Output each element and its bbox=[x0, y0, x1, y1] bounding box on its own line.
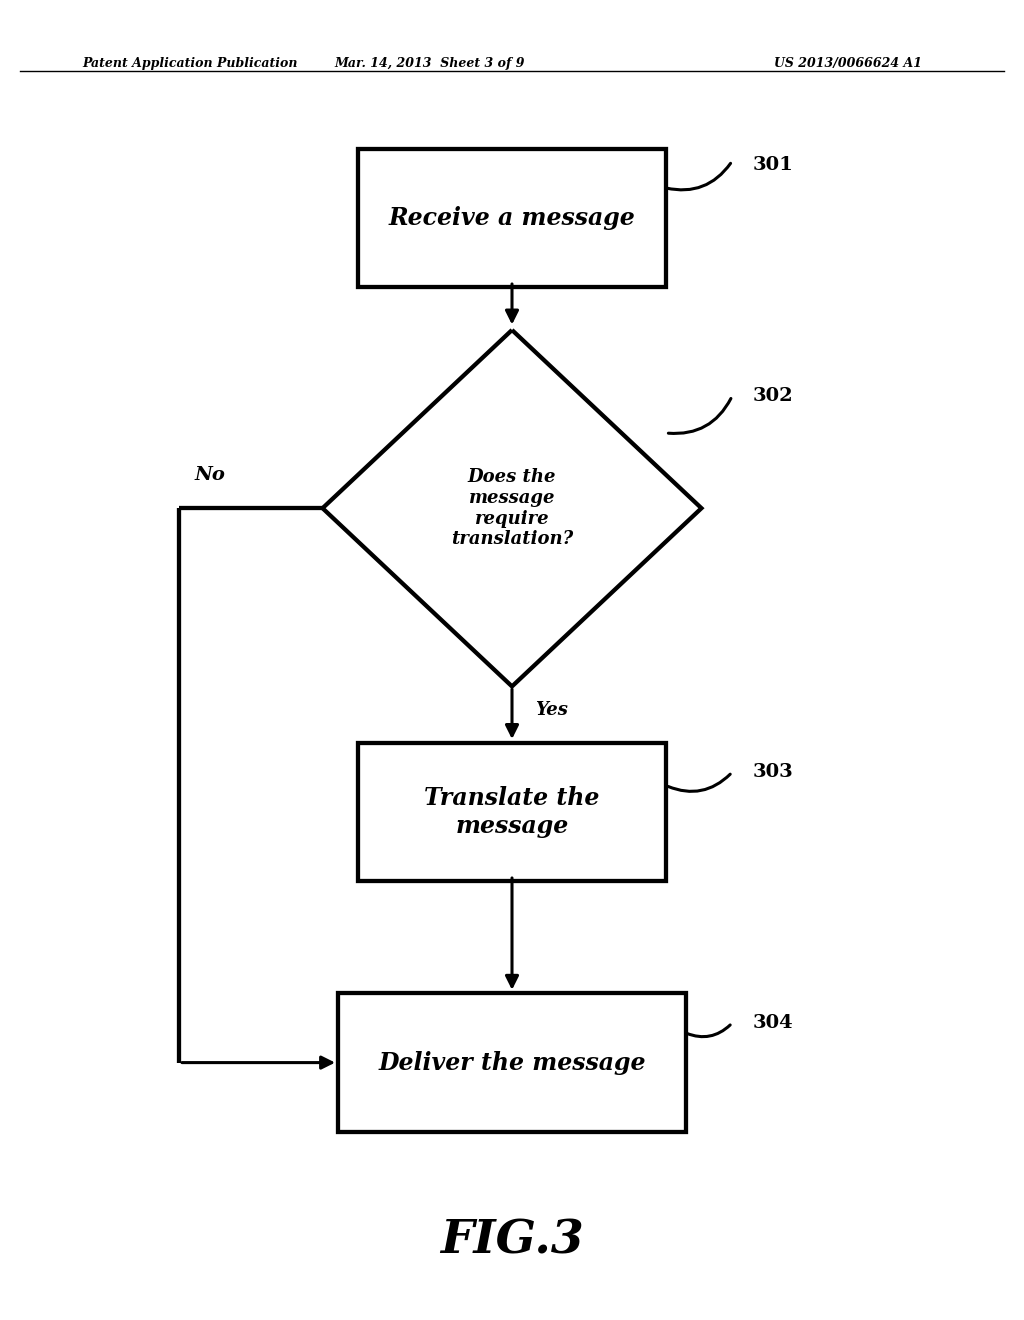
Text: Does the
message
require
translation?: Does the message require translation? bbox=[451, 469, 573, 548]
Text: 303: 303 bbox=[753, 763, 794, 781]
Text: 302: 302 bbox=[753, 387, 794, 405]
Text: Yes: Yes bbox=[536, 701, 568, 719]
Text: Translate the
message: Translate the message bbox=[424, 785, 600, 838]
FancyArrowPatch shape bbox=[669, 399, 731, 433]
Bar bbox=[338, 993, 686, 1131]
FancyArrowPatch shape bbox=[687, 1024, 730, 1036]
Bar bbox=[358, 742, 666, 882]
FancyArrowPatch shape bbox=[668, 774, 730, 792]
Text: FIG.3: FIG.3 bbox=[440, 1218, 584, 1263]
FancyArrowPatch shape bbox=[667, 164, 730, 190]
Bar bbox=[358, 149, 666, 288]
Polygon shape bbox=[323, 330, 701, 686]
Text: Deliver the message: Deliver the message bbox=[378, 1051, 646, 1074]
Text: US 2013/0066624 A1: US 2013/0066624 A1 bbox=[773, 57, 922, 70]
Text: No: No bbox=[195, 466, 225, 484]
Text: Receive a message: Receive a message bbox=[389, 206, 635, 230]
Text: Mar. 14, 2013  Sheet 3 of 9: Mar. 14, 2013 Sheet 3 of 9 bbox=[335, 57, 525, 70]
Text: 301: 301 bbox=[753, 156, 794, 174]
Text: 304: 304 bbox=[753, 1014, 794, 1032]
Text: Patent Application Publication: Patent Application Publication bbox=[82, 57, 297, 70]
